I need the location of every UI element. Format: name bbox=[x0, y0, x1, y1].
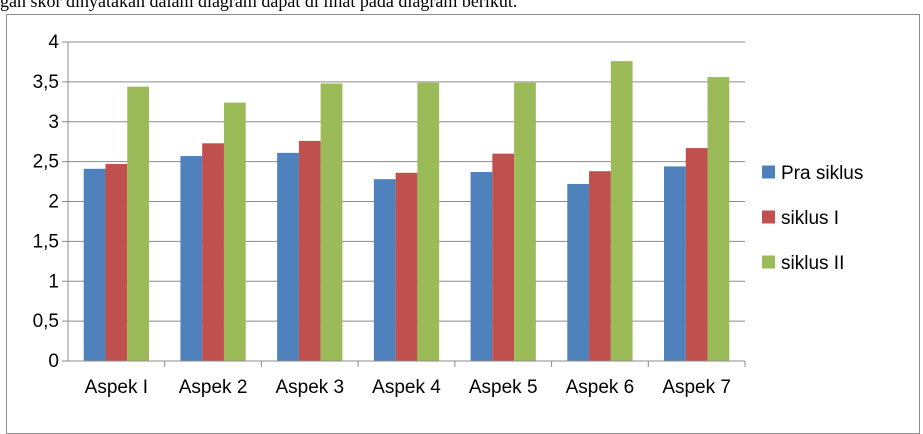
bar bbox=[492, 153, 515, 361]
bar bbox=[83, 168, 106, 361]
bar bbox=[610, 61, 633, 361]
x-tick-label: Aspek 2 bbox=[179, 377, 248, 398]
bar bbox=[664, 166, 686, 361]
axes bbox=[62, 41, 746, 367]
bar bbox=[105, 164, 128, 361]
x-tick-label: Aspek 4 bbox=[372, 377, 441, 398]
bar bbox=[589, 171, 611, 361]
legend-swatch bbox=[762, 165, 775, 179]
y-tick-label: 2 bbox=[48, 192, 59, 213]
legend-label: Pra siklus bbox=[781, 163, 863, 184]
x-tick-label: Aspek I bbox=[85, 377, 148, 398]
x-tick-label: Aspek 3 bbox=[275, 377, 344, 398]
bar bbox=[470, 171, 493, 361]
bars bbox=[83, 61, 730, 362]
y-tick-label: 2,5 bbox=[33, 152, 59, 173]
bar bbox=[298, 140, 321, 361]
y-tick-label: 3,5 bbox=[33, 72, 59, 93]
bar bbox=[373, 179, 396, 361]
y-tick-label: 0,5 bbox=[33, 311, 59, 332]
tick-labels: 0 0,5 1 1,5 2 2,5 3 3,5 4 Aspek I Aspek 2 Aspek 3 As… bbox=[33, 32, 731, 398]
legend-label: siklus II bbox=[781, 253, 844, 274]
bar bbox=[223, 102, 246, 362]
legend-label: siklus I bbox=[781, 208, 839, 229]
legend: Pra siklus siklus I siklus II bbox=[762, 163, 863, 274]
legend-swatch bbox=[762, 210, 775, 224]
bar bbox=[127, 86, 149, 361]
bar bbox=[180, 156, 203, 361]
bar bbox=[202, 143, 224, 361]
y-tick-label: 3 bbox=[48, 112, 59, 133]
bar bbox=[707, 77, 730, 361]
x-tick-label: Aspek 7 bbox=[662, 377, 731, 398]
bar bbox=[567, 183, 590, 361]
y-tick-label: 4 bbox=[48, 32, 59, 53]
bar bbox=[395, 172, 418, 361]
x-tick-label: Aspek 5 bbox=[469, 377, 538, 398]
bar bbox=[514, 82, 536, 362]
y-tick-label: 1 bbox=[48, 271, 59, 292]
x-tick-label: Aspek 6 bbox=[566, 377, 635, 398]
bar bbox=[277, 152, 299, 361]
bar-chart: 0 0,5 1 1,5 2 2,5 3 3,5 4 Aspek I Aspek 2 Aspek 3 As… bbox=[33, 32, 864, 398]
bar bbox=[685, 148, 708, 361]
intro-text: gan skor dinyatakan dalam diagram dapat … bbox=[0, 0, 518, 11]
y-tick-label: 0 bbox=[48, 351, 59, 372]
y-tick-label: 1,5 bbox=[33, 231, 59, 252]
legend-swatch bbox=[762, 255, 775, 269]
bar bbox=[320, 83, 343, 361]
bar bbox=[417, 82, 440, 362]
